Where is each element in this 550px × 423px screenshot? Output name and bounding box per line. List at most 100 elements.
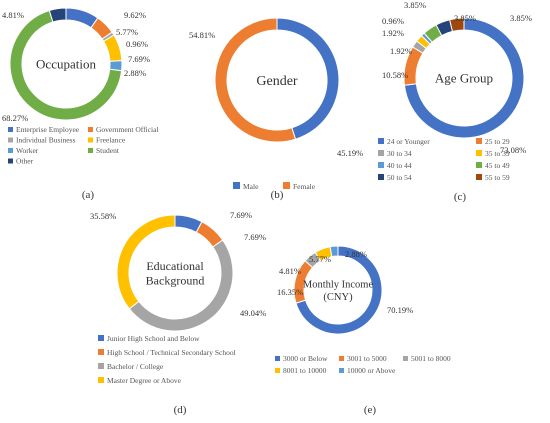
legend-swatch [88,148,93,153]
legend-swatch [283,182,290,189]
legend: Enterprise Employee Government Official In… [8,125,159,166]
legend-swatch [378,174,384,180]
legend-swatch [98,349,104,355]
center-title-line: Educational [146,259,204,273]
center-title-line: Age Group [435,71,493,86]
legend-label: 5001 to 8000 [411,354,451,363]
data-label: 4.81% [279,266,301,276]
data-label: 73.08% [500,145,526,155]
panel-income: Monthly Income (CNY) 70.19% 16.35% 4.81% 5.7… [275,245,475,418]
data-label: 2.88% [124,68,146,78]
caption: (a) [82,189,95,201]
legend-label: Individual Business [16,136,75,145]
data-label: 68.27% [2,113,28,123]
legend-swatch [339,356,344,361]
legend-swatch [88,137,93,143]
caption: (b) [271,189,284,201]
legend-swatch [378,138,384,144]
data-label: 1.92% [382,28,404,38]
data-label: 7.69% [230,210,252,220]
panel-gender: Gender 45.19% 54.81% Male Female (b) [185,0,365,205]
legend-label: 25 to 29 [485,137,510,146]
legend-swatch [98,377,104,383]
legend-swatch [476,162,482,168]
panel-occupation: Occupation 9.62% 5.77% 0.96% 7.69% 2.88% 68.2… [0,0,180,205]
percent-labels: 45.19% 54.81% [189,30,363,158]
slices [403,17,525,139]
legend-swatch [88,127,93,132]
data-label: 49.04% [240,308,266,318]
legend-label: 55 to 59 [485,173,510,182]
legend: Junior High School and Below High School … [98,334,236,385]
caption: (d) [174,404,187,416]
data-label: 5.77% [309,254,331,264]
legend-label: Government Official [96,125,159,134]
legend-swatch [476,138,482,144]
legend-label: Bachelor / College [107,362,164,371]
legend-label: 30 to 34 [387,149,412,158]
data-label: 54.81% [189,30,215,40]
data-label: 70.19% [387,305,413,315]
slices [293,245,383,335]
data-label: 2.88% [345,249,367,259]
data-label: 10.58% [382,70,408,80]
data-label: 9.62% [124,10,146,20]
legend-label: High School / Technical Secondary School [107,348,236,357]
data-label: 35.58% [90,211,116,221]
chart-occupation: Occupation 9.62% 5.77% 0.96% 7.69% 2.88% 68.2… [2,7,159,201]
legend-label: Male [243,182,259,191]
legend-swatch [339,368,344,373]
panel-age-group: Age Group 73.08% 10.58% 1.92% 1.92% 0.96% 3.8… [370,0,550,212]
data-label: 5.77% [116,27,138,37]
data-label: 3.85% [404,0,426,10]
legend-swatch [8,158,13,164]
legend-swatch [275,356,280,361]
caption: (c) [454,191,467,203]
legend-label: 45 to 49 [485,161,510,170]
chart-gender: Gender 45.19% 54.81% Male Female (b) [189,17,363,201]
legend-label: 3000 or Below [283,354,328,363]
legend-swatch [8,137,13,143]
center-title-line: Occupation [36,57,96,72]
data-label: 3.85% [454,13,476,23]
legend-label: 50 to 54 [387,173,412,182]
slice-master-degree-or-above [116,214,176,310]
data-label: 16.35% [277,287,303,297]
legend: 3000 or Below 3001 to 5000 5001 to 8000 800… [275,354,451,375]
percent-labels: 9.62% 5.77% 0.96% 7.69% 2.88% 68.27% 4.81% [2,10,150,123]
percent-labels: 70.19% 16.35% 4.81% 5.77% 2.88% [277,249,413,315]
data-label: 7.69% [128,54,150,64]
legend-label: 24 or Younger [387,137,430,146]
legend-swatch [403,356,408,361]
slice-10000-or-above [329,245,339,258]
slices [116,214,234,332]
data-label: 4.81% [2,10,24,20]
data-label: 3.85% [510,13,532,23]
legend-label: 10000 or Above [347,366,396,375]
legend-swatch [233,182,240,189]
legend-label: 40 to 44 [387,161,412,170]
chart-income: Monthly Income (CNY) 70.19% 16.35% 4.81% 5.7… [275,245,451,416]
center-title-line: (CNY) [323,292,353,303]
legend-label: Student [96,146,120,155]
legend-label: 8001 to 10000 [283,366,327,375]
legend: Male Female [233,182,316,191]
legend-label: 35 to 39 [485,149,510,158]
chart-age-group: Age Group 73.08%10.58%1.92%1.92%0.96%3.8… [378,0,532,203]
data-label: 45.19% [337,148,363,158]
data-label: 1.92% [390,46,412,56]
legend-swatch [98,363,104,369]
legend-label: Junior High School and Below [107,334,200,343]
center-label: Monthly Income (CNY) [303,279,374,303]
legend-swatch [98,335,104,341]
center-title-line: Gender [256,74,298,89]
legend-label: Freelance [96,136,126,145]
slices [9,7,123,121]
data-label: 0.96% [382,16,404,26]
legend: 24 or Younger 25 to 29 30 to 34 35 to 39 40 … [378,137,510,182]
slice-other [48,7,67,23]
data-label: 7.69% [244,232,266,242]
legend-swatch [8,127,13,132]
center-label: Occupation [36,57,96,72]
